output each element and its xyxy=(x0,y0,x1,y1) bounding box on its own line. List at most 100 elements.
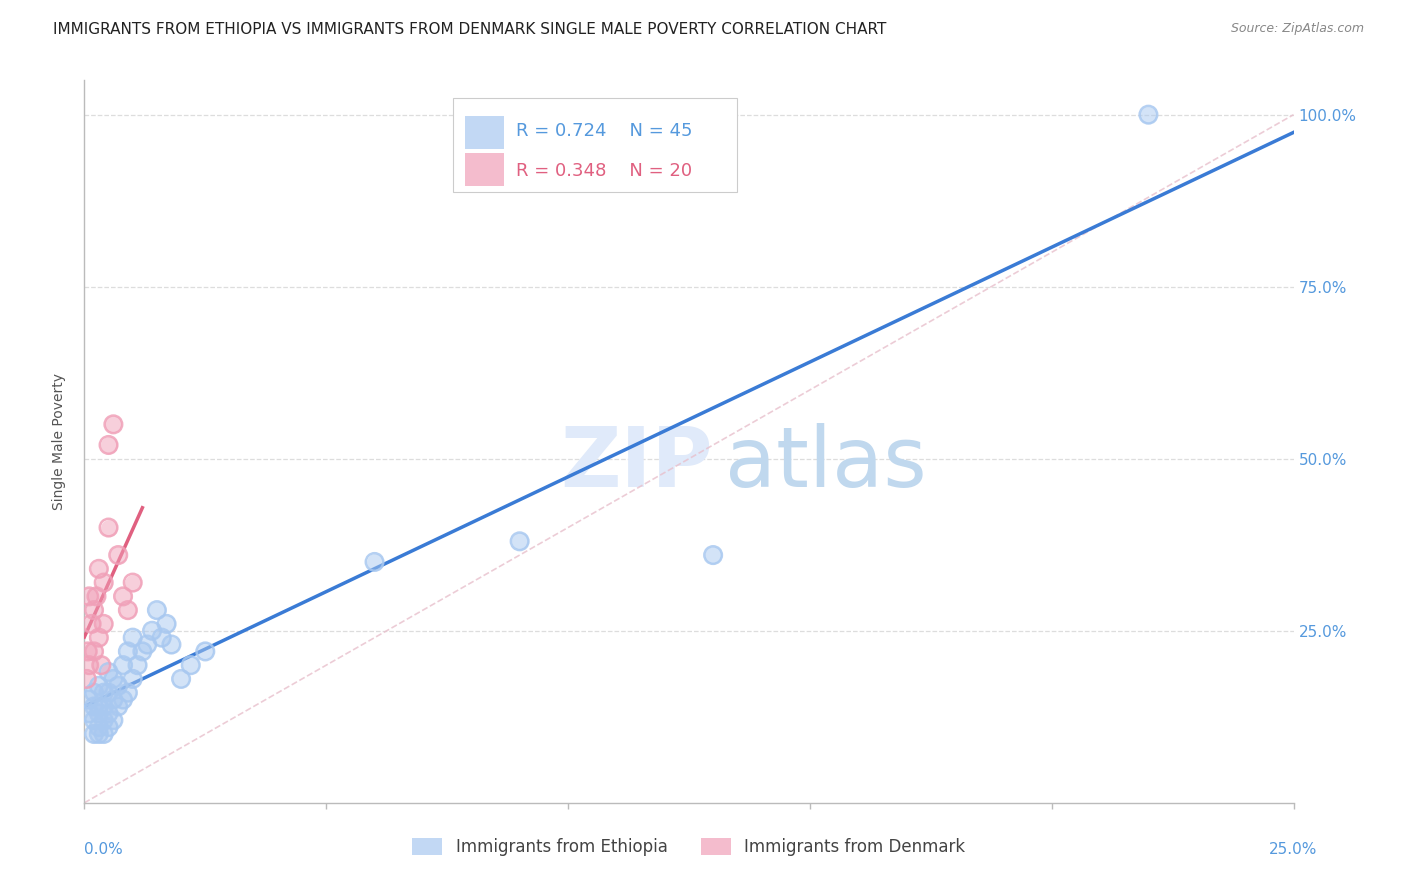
Point xyxy=(121,631,143,645)
Point xyxy=(83,727,105,741)
Point xyxy=(93,575,115,590)
Point xyxy=(170,672,193,686)
Point xyxy=(141,624,163,638)
Point xyxy=(93,727,115,741)
Text: R = 0.724    N = 45: R = 0.724 N = 45 xyxy=(516,122,693,140)
Point xyxy=(97,520,120,534)
Point xyxy=(103,713,125,727)
Point xyxy=(146,603,169,617)
Point xyxy=(97,686,120,700)
Point xyxy=(150,631,173,645)
Text: atlas: atlas xyxy=(725,423,927,504)
Point xyxy=(90,658,112,673)
Point xyxy=(136,638,159,652)
Point xyxy=(103,417,125,432)
Point xyxy=(93,699,115,714)
Point xyxy=(93,616,115,631)
Point xyxy=(77,658,100,673)
Point xyxy=(80,616,103,631)
FancyBboxPatch shape xyxy=(465,116,503,149)
Point xyxy=(160,638,183,652)
Point xyxy=(93,686,115,700)
Point xyxy=(77,590,100,604)
Point xyxy=(112,590,135,604)
Point xyxy=(97,686,120,700)
Y-axis label: Single Male Poverty: Single Male Poverty xyxy=(52,373,66,510)
Point xyxy=(77,692,100,706)
Point xyxy=(160,638,183,652)
Point xyxy=(1137,108,1160,122)
Point xyxy=(702,548,724,562)
Text: 0.0%: 0.0% xyxy=(84,842,124,856)
Point xyxy=(97,438,120,452)
Point xyxy=(93,575,115,590)
Point xyxy=(86,590,108,604)
Point xyxy=(121,672,143,686)
Point xyxy=(87,631,110,645)
Text: IMMIGRANTS FROM ETHIOPIA VS IMMIGRANTS FROM DENMARK SINGLE MALE POVERTY CORRELAT: IMMIGRANTS FROM ETHIOPIA VS IMMIGRANTS F… xyxy=(53,22,887,37)
Point xyxy=(83,686,105,700)
Point xyxy=(93,713,115,727)
Point xyxy=(83,644,105,658)
Point xyxy=(112,658,135,673)
Point xyxy=(141,624,163,638)
Point xyxy=(87,720,110,734)
Point xyxy=(97,720,120,734)
FancyBboxPatch shape xyxy=(453,98,737,193)
Point xyxy=(121,575,143,590)
Point xyxy=(170,672,193,686)
Text: Source: ZipAtlas.com: Source: ZipAtlas.com xyxy=(1230,22,1364,36)
Text: 25.0%: 25.0% xyxy=(1270,842,1317,856)
Point xyxy=(107,679,129,693)
Point xyxy=(103,672,125,686)
Legend: Immigrants from Ethiopia, Immigrants from Denmark: Immigrants from Ethiopia, Immigrants fro… xyxy=(406,831,972,863)
Text: ZIP: ZIP xyxy=(561,423,713,504)
Point xyxy=(77,590,100,604)
Point xyxy=(83,603,105,617)
Point xyxy=(97,665,120,679)
Point xyxy=(77,658,100,673)
Point xyxy=(107,699,129,714)
Point xyxy=(131,644,153,658)
Point xyxy=(87,631,110,645)
Point xyxy=(83,699,105,714)
Point xyxy=(112,692,135,706)
Point xyxy=(363,555,385,569)
Point xyxy=(117,686,139,700)
Point xyxy=(83,686,105,700)
Point xyxy=(76,644,98,658)
Point xyxy=(77,706,100,721)
Point xyxy=(87,727,110,741)
Point xyxy=(77,706,100,721)
Point xyxy=(87,706,110,721)
Point xyxy=(194,644,217,658)
Point xyxy=(117,603,139,617)
Point xyxy=(702,548,724,562)
Point xyxy=(107,699,129,714)
Point xyxy=(117,644,139,658)
Point xyxy=(83,699,105,714)
Point xyxy=(90,658,112,673)
Point xyxy=(97,438,120,452)
Point xyxy=(121,631,143,645)
Point xyxy=(509,534,531,549)
Point xyxy=(117,603,139,617)
Point xyxy=(93,713,115,727)
Point xyxy=(87,679,110,693)
Point xyxy=(80,616,103,631)
Text: R = 0.348    N = 20: R = 0.348 N = 20 xyxy=(516,161,692,179)
Point xyxy=(363,555,385,569)
Point xyxy=(87,699,110,714)
Point xyxy=(107,548,129,562)
Point xyxy=(83,603,105,617)
Point xyxy=(97,720,120,734)
Point xyxy=(121,575,143,590)
Point xyxy=(136,638,159,652)
Point xyxy=(194,644,217,658)
Point xyxy=(180,658,202,673)
Point xyxy=(97,520,120,534)
Point xyxy=(87,727,110,741)
Point xyxy=(87,720,110,734)
Point xyxy=(83,713,105,727)
Point xyxy=(76,672,98,686)
